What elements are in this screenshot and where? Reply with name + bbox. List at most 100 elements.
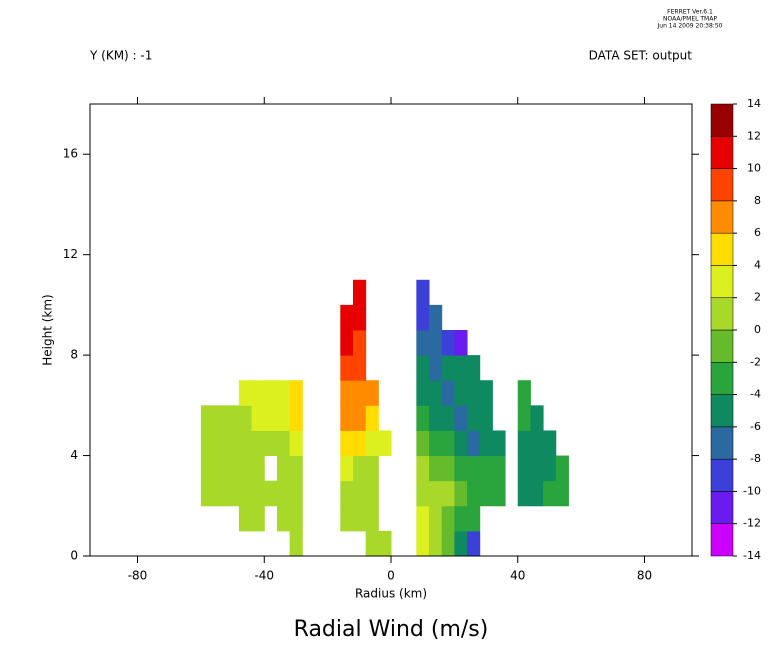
x-axis-label: Radius (km) <box>355 587 427 601</box>
contour-cell <box>530 480 544 507</box>
contour-cell <box>340 455 354 482</box>
contour-cell <box>238 430 253 457</box>
colorbar-label: 4 <box>754 258 761 271</box>
contour-cell <box>467 430 481 457</box>
x-tick-label: -40 <box>254 569 274 583</box>
contour-cell <box>492 430 506 457</box>
contour-cell <box>441 355 455 381</box>
colorbar-label: 10 <box>747 162 761 175</box>
contour-cell <box>213 405 227 431</box>
x-tick-label: 80 <box>637 569 652 583</box>
contour-cell <box>365 405 379 431</box>
contour-cell <box>289 405 303 431</box>
contour-cell <box>365 380 379 406</box>
contour-cell <box>264 380 278 406</box>
contour-cell <box>200 430 215 457</box>
contour-cell <box>226 480 240 507</box>
plot-frame <box>89 103 693 557</box>
contour-cell <box>543 430 557 457</box>
contour-cell <box>340 355 354 381</box>
contour-cell <box>517 405 531 431</box>
contour-cell <box>416 455 430 482</box>
contour-cell <box>454 455 468 482</box>
contour-cell <box>226 430 240 457</box>
contour-cell <box>454 380 468 406</box>
colorbar-label: -4 <box>750 388 761 401</box>
contour-cell <box>441 330 455 356</box>
y-tick-label: 4 <box>70 448 78 462</box>
colorbar-label: 2 <box>754 291 761 304</box>
contour-cell <box>416 380 430 406</box>
contour-cell <box>441 530 455 557</box>
contour-cell <box>352 430 367 457</box>
contour-cell <box>416 355 430 381</box>
contour-cell <box>429 355 443 381</box>
colorbar-band <box>710 265 734 298</box>
contour-cell <box>251 405 265 431</box>
x-tick-label: 40 <box>510 569 525 583</box>
contour-cell <box>467 480 481 507</box>
colorbar-band <box>710 491 734 524</box>
contour-cell <box>441 455 455 482</box>
contour-cell <box>454 405 468 431</box>
contour-cell <box>479 455 493 482</box>
contour-cell <box>238 505 253 532</box>
y-tick-label: 16 <box>63 147 78 161</box>
colorbar-band <box>710 329 734 363</box>
contour-cell <box>467 530 481 557</box>
contour-cell <box>467 355 481 381</box>
contour-cell <box>352 455 367 482</box>
contour-cell <box>517 480 531 507</box>
colorbar-label: 6 <box>754 226 761 239</box>
contour-cell <box>517 455 531 482</box>
contour-cell <box>276 380 291 406</box>
y-tick-label: 0 <box>70 549 78 563</box>
contour-cell <box>276 505 291 532</box>
contour-cell <box>264 430 278 457</box>
contour-cell <box>352 304 367 331</box>
colorbar-band <box>710 168 734 202</box>
x-tick-label: -80 <box>128 569 148 583</box>
contour-cell <box>289 430 303 457</box>
colorbar-band <box>710 523 734 557</box>
contour-cell <box>429 530 443 557</box>
contour-cell <box>555 480 569 507</box>
contour-cell <box>213 455 227 482</box>
contour-cell <box>289 455 303 482</box>
contour-cell <box>492 455 506 482</box>
colorbar-label: -6 <box>750 420 761 433</box>
date-label: Jun 14 2009 20:38:50 <box>657 23 723 30</box>
contour-cell <box>479 380 493 406</box>
contour-cell <box>429 430 443 457</box>
contour-cell <box>429 480 443 507</box>
contour-cell <box>340 304 354 331</box>
contour-cell <box>289 530 303 557</box>
contour-cell <box>352 505 367 532</box>
contour-cell <box>289 480 303 507</box>
contour-cell <box>543 480 557 507</box>
contour-cell <box>416 480 430 507</box>
contour-cell <box>479 430 493 457</box>
contour-cell <box>365 430 379 457</box>
contour-cell <box>429 380 443 406</box>
contour-cell <box>479 405 493 431</box>
contour-cell <box>365 505 379 532</box>
contour-cell <box>517 430 531 457</box>
contour-cell <box>264 405 278 431</box>
contour-cell <box>378 530 392 557</box>
contour-cell <box>226 405 240 431</box>
contour-cell <box>289 505 303 532</box>
contour-cell <box>467 505 481 532</box>
contour-cell <box>352 380 367 406</box>
colorbar-label: 0 <box>754 323 761 336</box>
colorbar-band <box>710 426 734 460</box>
contour-cell <box>530 455 544 482</box>
contour-cell <box>289 380 303 406</box>
colorbar-label: -10 <box>743 484 761 497</box>
contour-cell <box>352 405 367 431</box>
contour-cell <box>492 480 506 507</box>
contour-cell <box>517 380 531 406</box>
contour-cell <box>276 405 291 431</box>
contour-cell <box>429 505 443 532</box>
